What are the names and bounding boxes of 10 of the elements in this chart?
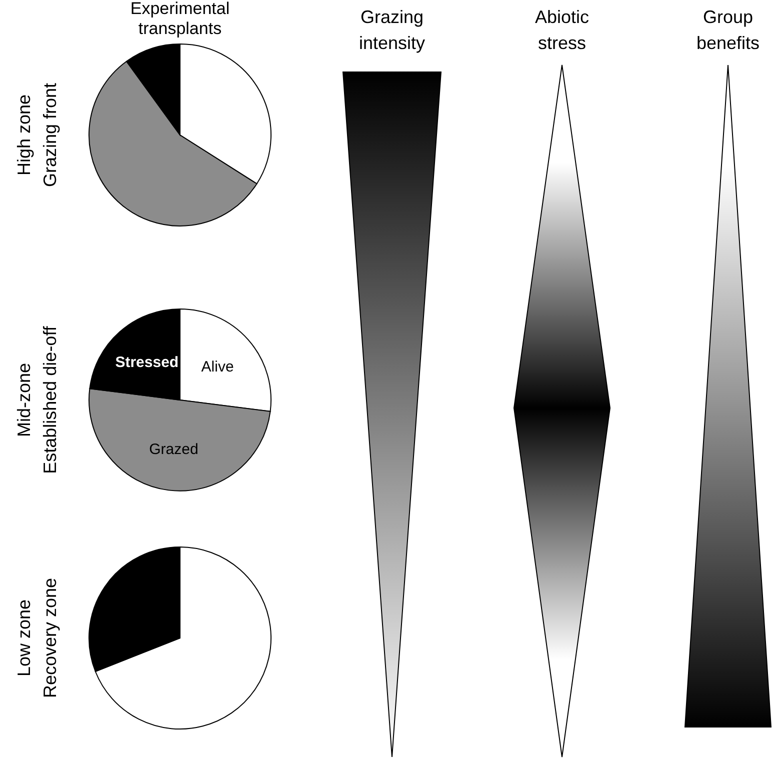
text: Grazing intensity xyxy=(358,6,426,55)
text: High zone Grazing front xyxy=(13,82,61,190)
text: Group benefits xyxy=(695,6,761,55)
slice-label: Stressed xyxy=(115,354,179,371)
text: Mid-zone Established die-off xyxy=(13,325,61,476)
slice-label: Alive xyxy=(201,358,234,376)
chart-title: Experimental transplants xyxy=(129,0,231,39)
text: Abiotic stress xyxy=(534,6,590,55)
text: Low zone Recovery zone xyxy=(13,576,61,700)
slice-label: Grazed xyxy=(149,441,198,458)
